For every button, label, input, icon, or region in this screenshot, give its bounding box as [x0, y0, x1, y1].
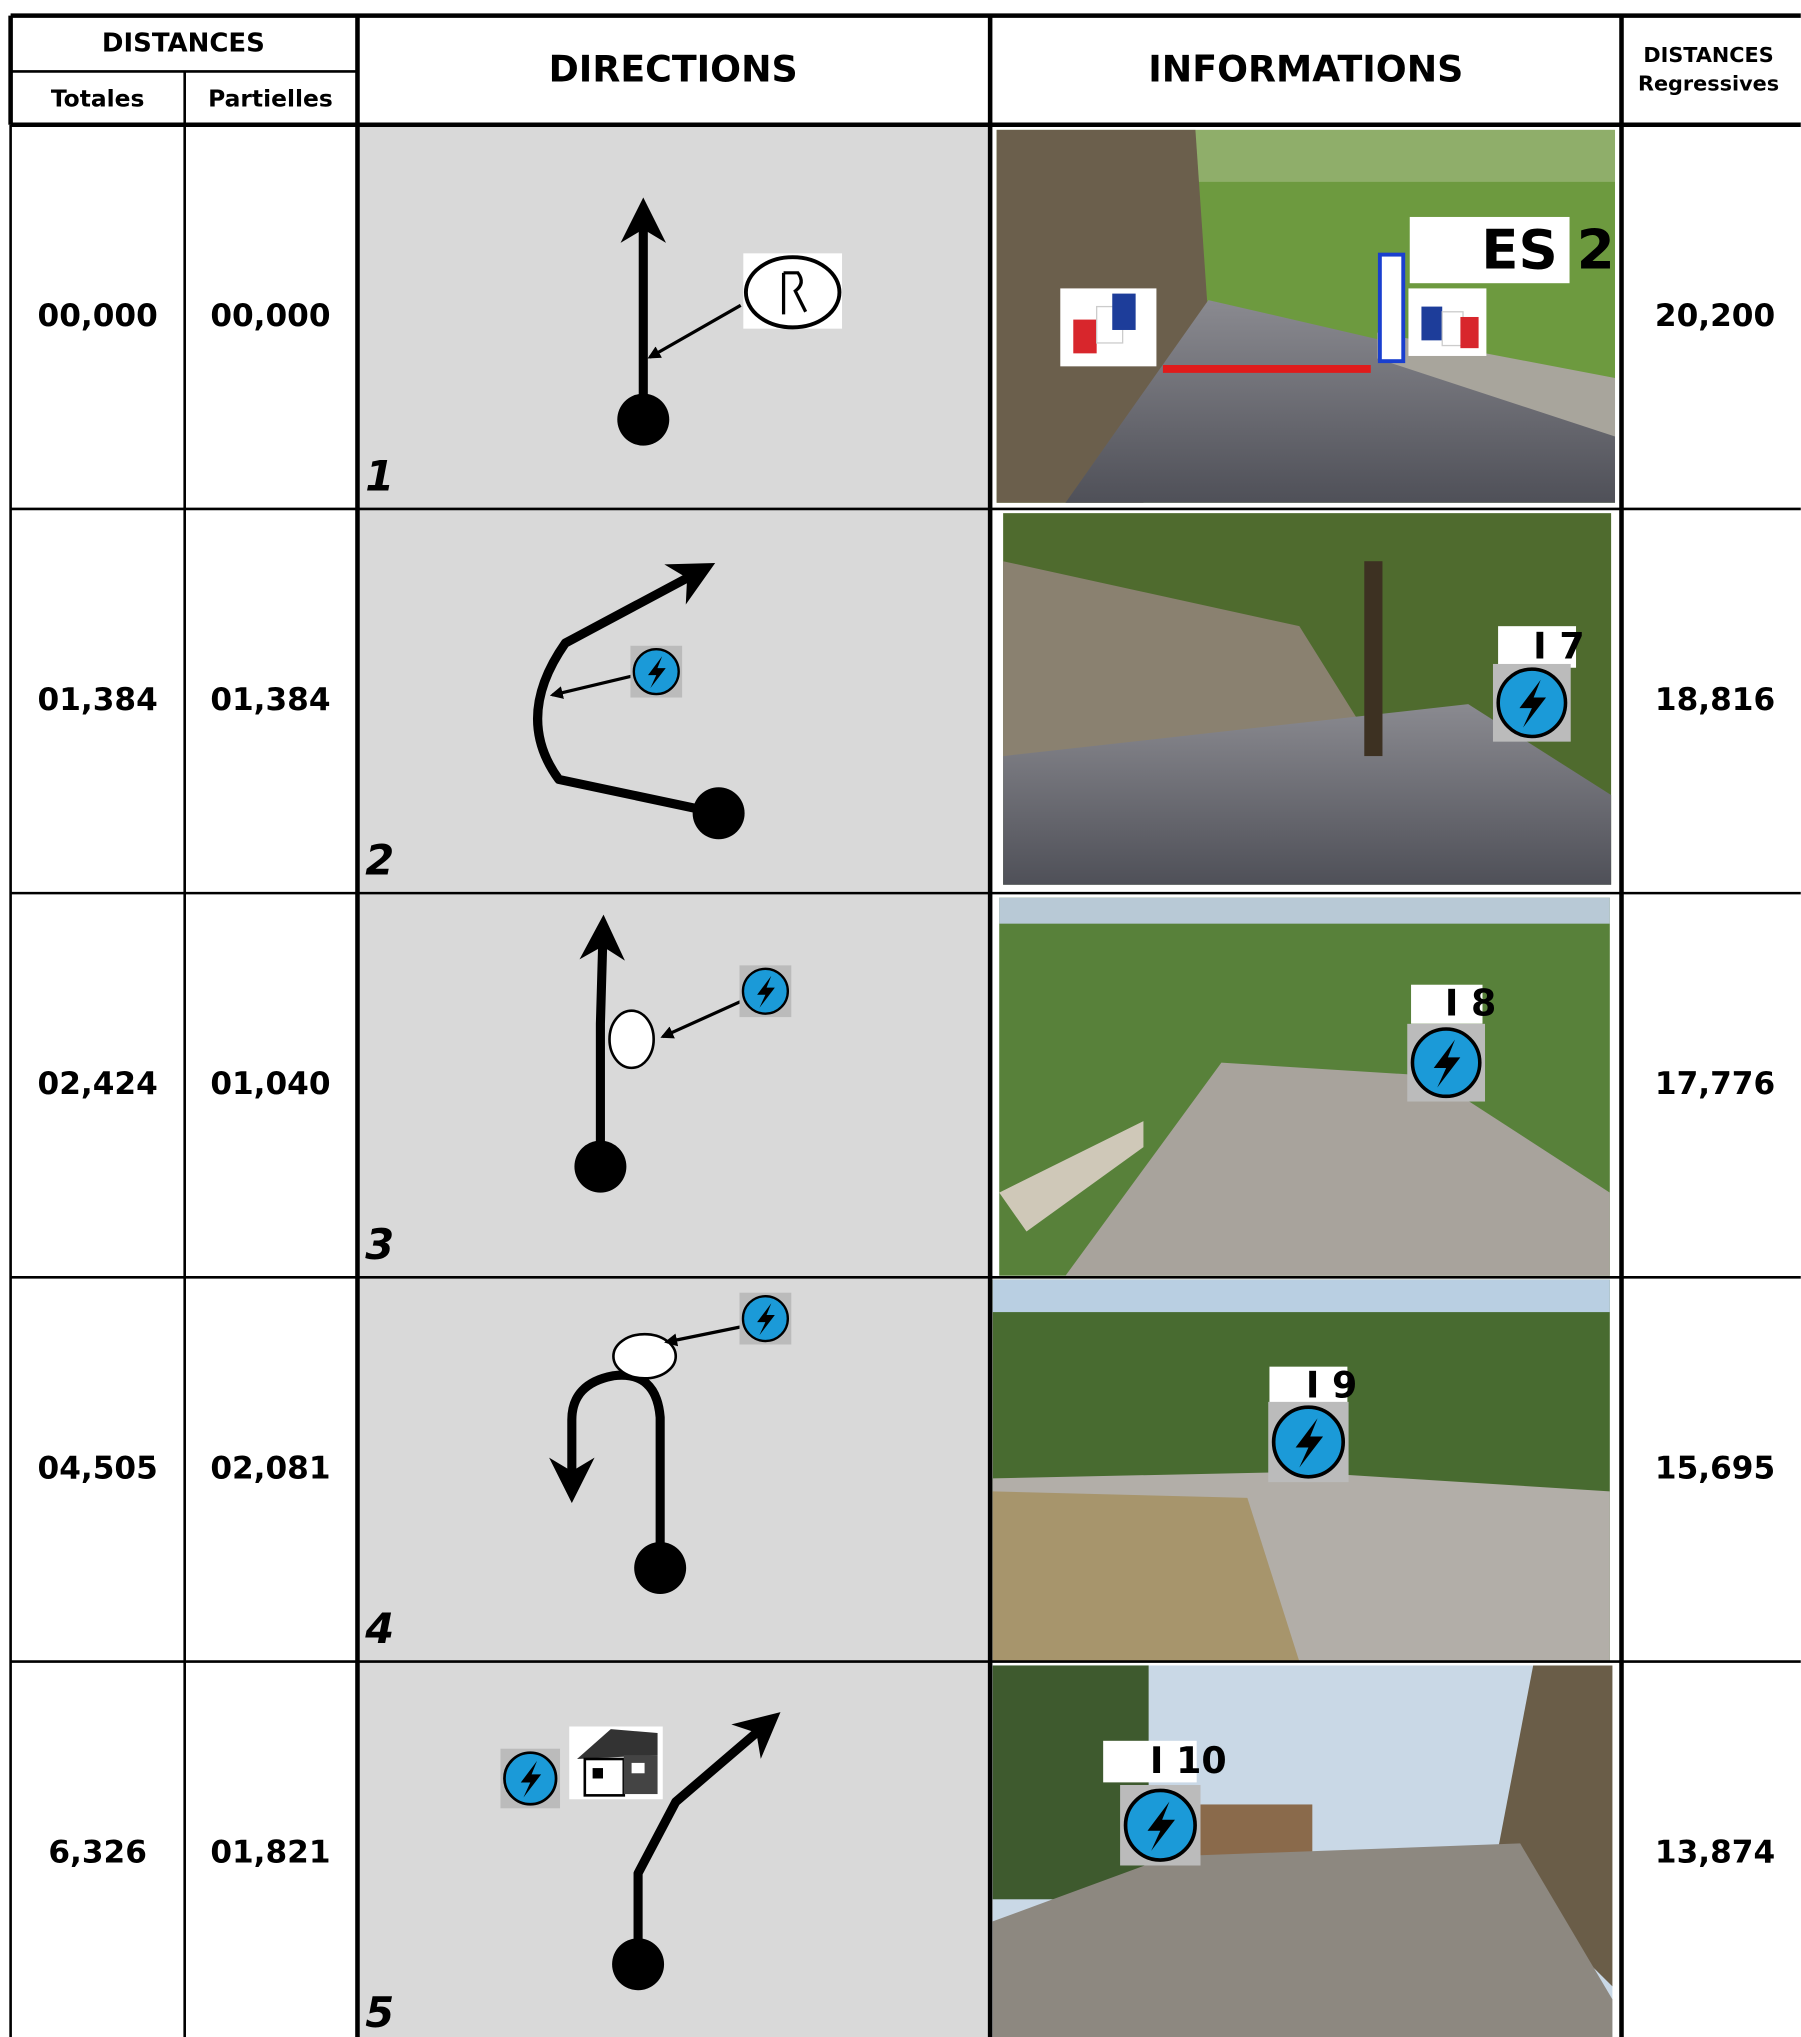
step-number: 2: [365, 836, 394, 885]
distance-regressive: 15,695: [1655, 1450, 1775, 1486]
info-label: ES 2: [1481, 217, 1615, 281]
header-partielles: Partielles: [208, 85, 333, 113]
info-label: I 7: [1533, 624, 1585, 667]
photo-1: ES 2: [996, 129, 1616, 503]
distance-regressive: 17,776: [1655, 1066, 1775, 1102]
header-informations: INFORMATIONS: [1148, 47, 1463, 90]
directions-bg: [358, 126, 989, 2037]
distance-regressive: 18,816: [1655, 682, 1775, 718]
distance-partielle: 01,821: [210, 1835, 330, 1871]
step-number: 1: [365, 451, 394, 500]
distance-regressive: 20,200: [1655, 298, 1775, 334]
step-number: 5: [365, 1988, 394, 2037]
diagram-4: [549, 1292, 792, 1595]
header-distances: DISTANCES: [102, 29, 265, 59]
diagram-3: [574, 914, 792, 1193]
distance-partielle: 02,081: [210, 1450, 330, 1486]
diagram-5: [500, 1712, 781, 1991]
table-grid: [8, 13, 1801, 2037]
distance-totale: 02,424: [38, 1066, 158, 1102]
step-number: 4: [364, 1604, 394, 1653]
header-regressives: DISTANCES: [1643, 43, 1773, 67]
photo-4: I 9: [992, 1279, 1610, 1662]
header-totales: Totales: [51, 85, 145, 113]
diagram-2: [533, 563, 745, 840]
info-label: I 9: [1306, 1363, 1358, 1406]
distance-totale: 6,326: [48, 1835, 147, 1871]
distance-regressive: 13,874: [1655, 1835, 1775, 1871]
diagram-1: [617, 197, 843, 446]
house-icon: [569, 1726, 663, 1800]
distance-partielle: 01,040: [210, 1066, 330, 1102]
distance-totale: 04,505: [38, 1450, 158, 1486]
photo-5: I 10: [992, 1665, 1613, 2037]
step-number: 3: [365, 1220, 394, 1269]
info-label: I 8: [1445, 982, 1496, 1025]
photo-3: I 8: [999, 897, 1610, 1276]
header-directions: DIRECTIONS: [549, 47, 798, 90]
photo-2: I 7: [1003, 513, 1612, 885]
distance-partielle: 01,384: [210, 682, 330, 718]
header-regressives: Regressives: [1638, 71, 1779, 95]
distance-totale: 01,384: [38, 682, 158, 718]
distance-totale: 00,000: [38, 298, 158, 334]
distance-partielle: 00,000: [210, 298, 330, 334]
info-label: I 10: [1150, 1739, 1227, 1782]
